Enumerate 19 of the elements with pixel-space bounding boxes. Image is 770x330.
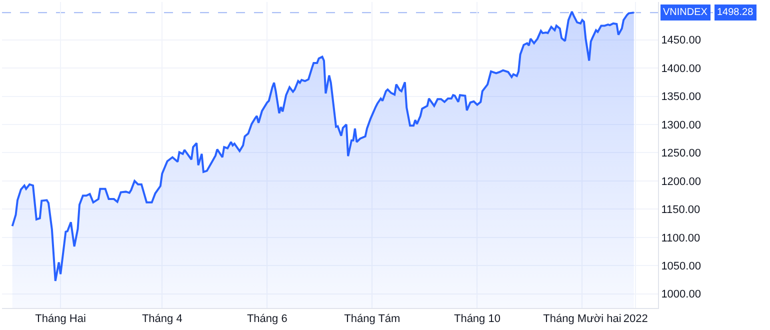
y-tick-label: 1300.00 <box>661 119 701 132</box>
x-tick-label: Tháng Mười hai <box>543 313 622 326</box>
y-tick-label: 1450.00 <box>661 34 701 47</box>
y-tick-label: 1000.00 <box>661 288 701 301</box>
y-tick-label: 1400.00 <box>661 62 701 75</box>
y-tick-label: 1250.00 <box>661 148 701 160</box>
x-tick-label: Tháng 10 <box>454 313 500 326</box>
y-tick-label: 1150.00 <box>661 204 700 216</box>
y-tick-label: 1350.00 <box>661 91 701 104</box>
text: VNINDEX <box>663 7 708 18</box>
y-tick-label: 1050.00 <box>661 260 701 273</box>
x-tick-label: 2022 <box>623 313 648 326</box>
y-tick-label: 1200.00 <box>661 176 701 188</box>
y-tick-label: 1100.00 <box>661 232 700 244</box>
x-tick-label: Tháng Tám <box>344 313 400 326</box>
ref-line-label: 1498.28 <box>717 7 754 18</box>
x-tick-label: Tháng Hai <box>35 313 86 326</box>
x-tick-label: Tháng 6 <box>246 313 288 326</box>
x-tick-label: Tháng 4 <box>142 313 182 326</box>
